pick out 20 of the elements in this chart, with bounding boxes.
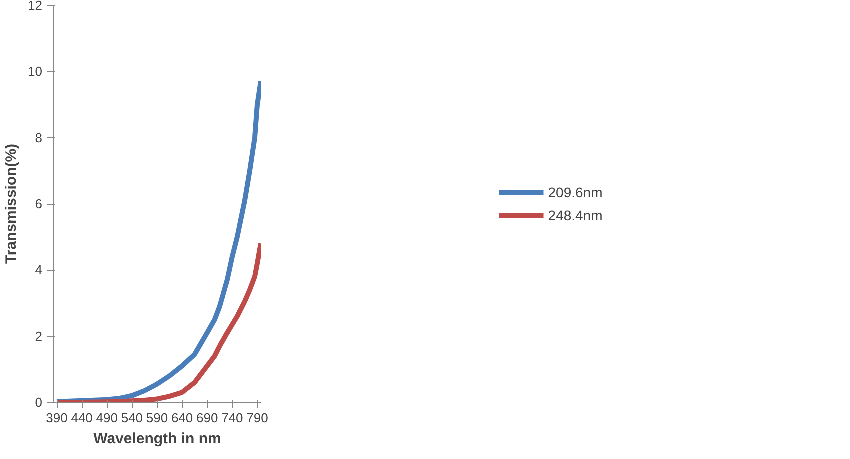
y-tick-label: 10 [28, 64, 43, 80]
x-axis-title: Wavelength in nm [94, 430, 222, 448]
x-tick-label: 740 [222, 410, 244, 426]
x-tick-label: 790 [246, 410, 268, 426]
y-tick-label: 12 [28, 0, 43, 13]
x-tick-label: 440 [71, 410, 93, 426]
x-tick-label: 690 [196, 410, 218, 426]
x-tick-label: 540 [121, 410, 144, 426]
y-tick-label: 6 [35, 196, 43, 212]
y-tick-label: 2 [35, 328, 43, 344]
legend-label: 209.6nm [548, 184, 603, 200]
y-tick-label: 0 [35, 395, 43, 410]
y-tick-label: 4 [35, 262, 43, 278]
x-tick-label: 390 [46, 410, 68, 426]
legend-label: 248.4nm [548, 207, 603, 223]
x-tick-label: 490 [96, 410, 118, 426]
x-tick-label: 590 [146, 410, 168, 426]
y-tick-label: 8 [35, 130, 43, 146]
x-tick-label: 640 [171, 410, 194, 426]
y-axis-title: Transmission(%) [3, 144, 20, 264]
